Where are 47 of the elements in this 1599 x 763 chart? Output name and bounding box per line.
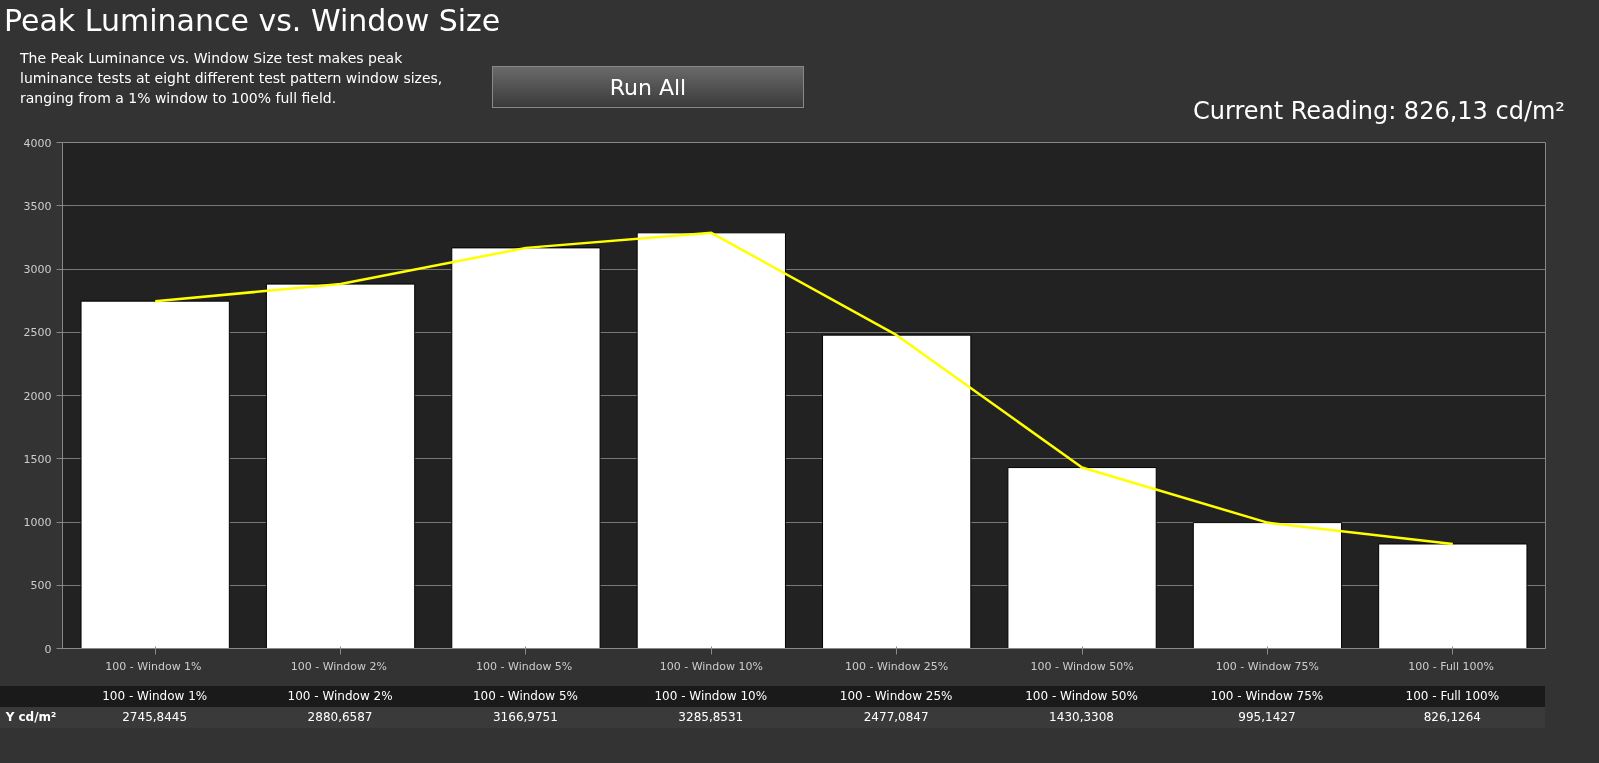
bar bbox=[265, 283, 416, 649]
y-tick-label: 1500 bbox=[23, 452, 52, 466]
y-tick-label: 2000 bbox=[23, 389, 52, 403]
y-tick-label: 0 bbox=[44, 642, 52, 656]
category-label: 100 - Window 25% bbox=[839, 689, 953, 703]
line-series bbox=[153, 231, 1455, 546]
y-tick-label: 1000 bbox=[23, 516, 52, 529]
data-label: 2745,8445 bbox=[121, 709, 189, 727]
text: Run All bbox=[492, 66, 804, 108]
category-label: 100 - Window 50% bbox=[1025, 689, 1138, 703]
y-tick-label: 2500 bbox=[23, 326, 52, 340]
x-tick-label: 100 - Window 50% bbox=[1030, 659, 1134, 673]
text: Y cd/m² bbox=[4, 709, 58, 727]
data-label: 3166,9751 bbox=[492, 709, 559, 727]
bar bbox=[1192, 522, 1343, 649]
text: Current Reading: 826,13 cd/m² bbox=[1192, 96, 1565, 127]
category-label: 100 - Window 5% bbox=[472, 689, 578, 703]
x-tick-label: 100 - Full 100% bbox=[1408, 659, 1494, 673]
data-label: 826,1264 bbox=[1422, 709, 1482, 727]
chart-title: Peak Luminance vs. Window Size bbox=[4, 2, 501, 40]
data-label: 1430,3308 bbox=[1048, 709, 1115, 727]
x-tick-label: 100 - Window 2% bbox=[290, 659, 387, 673]
bar bbox=[822, 334, 972, 649]
y-tick-label: 500 bbox=[30, 579, 52, 593]
bar bbox=[1378, 543, 1528, 649]
category-label: 100 - Window 75% bbox=[1210, 689, 1324, 703]
x-tick-label: 100 - Window 5% bbox=[476, 659, 573, 673]
data-label: 2880,6587 bbox=[306, 709, 374, 727]
y-tick-label: 4000 bbox=[23, 136, 52, 150]
data-label: 3285,8531 bbox=[677, 709, 745, 727]
bar bbox=[1007, 467, 1157, 649]
category-label: 100 - Full 100% bbox=[1405, 689, 1500, 703]
x-tick-label: 100 - Window 75% bbox=[1215, 659, 1320, 673]
x-tick-label: 100 - Window 10% bbox=[659, 659, 763, 673]
x-tick-label: 100 - Window 1% bbox=[105, 659, 202, 673]
bar bbox=[636, 232, 786, 649]
category-label: 100 - Window 2% bbox=[287, 689, 393, 703]
data-label: 2477,0847 bbox=[862, 709, 930, 727]
x-tick-label: 100 - Window 25% bbox=[845, 659, 949, 673]
data-label: 995,1427 bbox=[1237, 709, 1297, 727]
bar bbox=[80, 300, 230, 649]
chart-subtitle: The Peak Luminance vs. Window Size test makes peak luminance tests at eight different test pattern window sizes, ranging from a 1% window to 100% full field. bbox=[20, 49, 444, 108]
category-label: 100 - Window 1% bbox=[102, 689, 208, 703]
y-tick-label: 3000 bbox=[23, 263, 52, 276]
category-label: 100 - Window 10% bbox=[654, 689, 768, 703]
bar bbox=[451, 247, 601, 649]
y-tick-label: 3500 bbox=[23, 199, 52, 213]
